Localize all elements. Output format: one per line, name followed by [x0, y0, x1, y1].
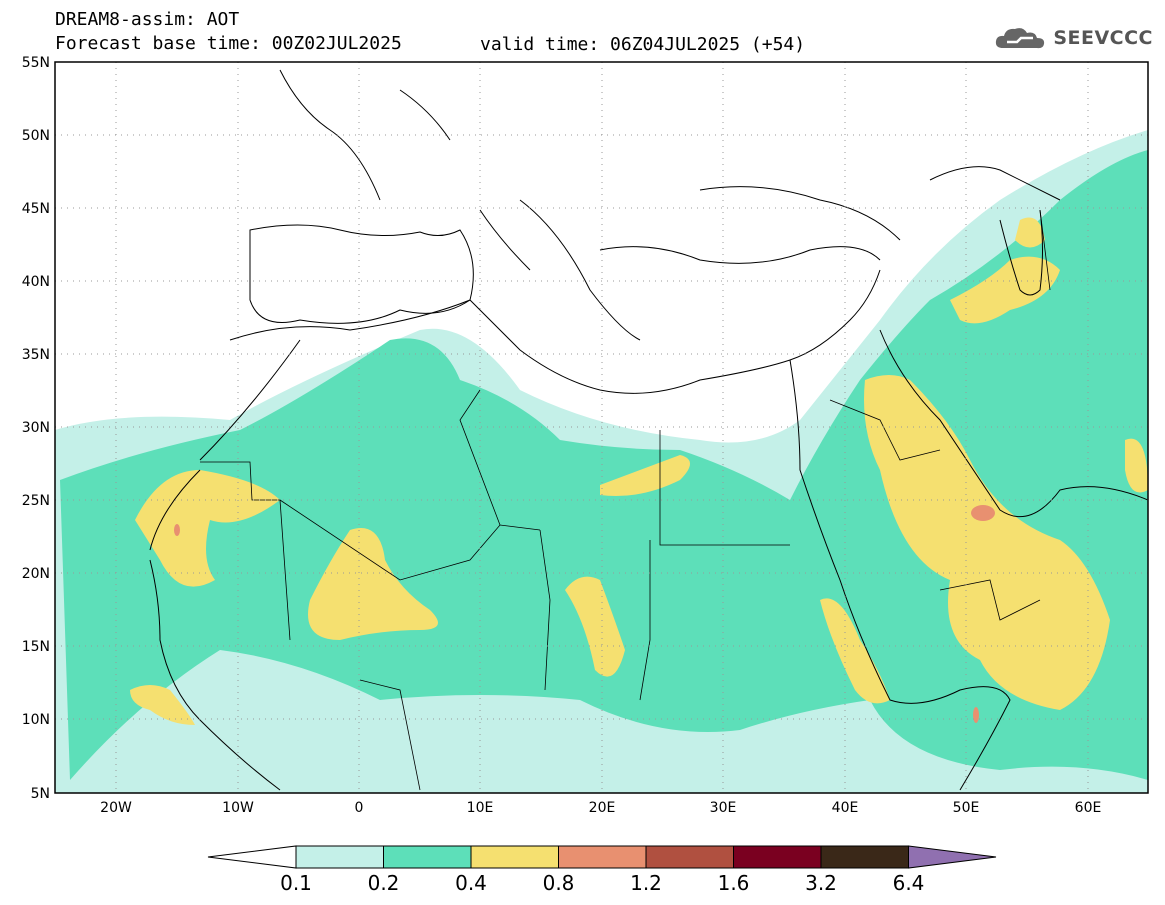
colorbar-label: 1.6	[718, 871, 750, 895]
lat-label: 15N	[22, 639, 50, 655]
seevccc-logo: SEEVCCC	[993, 24, 1153, 52]
lon-label: 30E	[710, 800, 737, 816]
map-title: DREAM8-assim: AOT	[55, 9, 240, 30]
lon-label: 0	[355, 800, 364, 816]
aot-field	[55, 62, 1148, 793]
colorbar-label: 3.2	[805, 871, 837, 895]
aot-contour-0.4	[130, 217, 1148, 725]
colorbar	[207, 845, 997, 869]
lat-label: 45N	[22, 201, 50, 217]
lat-label: 20N	[22, 566, 50, 582]
colorbar-under	[207, 845, 297, 869]
lon-label: 20W	[100, 800, 132, 816]
colorbar-label: 0.2	[368, 871, 400, 895]
lon-label: 60E	[1075, 800, 1102, 816]
lon-label: 10W	[222, 800, 254, 816]
colorbar-swatch	[470, 845, 559, 869]
colorbar-label: 0.1	[280, 871, 312, 895]
lon-label: 50E	[953, 800, 980, 816]
lat-label: 40N	[22, 274, 50, 290]
colorbar-swatch	[295, 845, 384, 869]
lon-label: 40E	[832, 800, 859, 816]
coastlines	[149, 69, 1148, 791]
aot-contour-0.8	[174, 505, 995, 723]
colorbar-label: 6.4	[893, 871, 925, 895]
colorbar-label: 0.8	[543, 871, 575, 895]
valid-time: valid time: 06Z04JUL2025 (+54)	[480, 34, 806, 55]
colorbar-swatch	[558, 845, 647, 869]
forecast-base-time: Forecast base time: 00Z02JUL2025	[55, 33, 402, 54]
lon-label: 10E	[467, 800, 494, 816]
lat-label: 50N	[22, 128, 50, 144]
lat-label: 25N	[22, 493, 50, 509]
lat-label: 35N	[22, 347, 50, 363]
colorbar-label: 0.4	[455, 871, 487, 895]
colorbar-swatch	[645, 845, 734, 869]
map-frame	[54, 61, 1149, 794]
lat-label: 5N	[31, 786, 50, 802]
colorbar-label: 1.2	[630, 871, 662, 895]
lat-label: 55N	[22, 55, 50, 71]
colorbar-swatch	[383, 845, 472, 869]
graticule	[55, 62, 1148, 793]
colorbar-over	[908, 845, 997, 869]
cloud-icon	[996, 28, 1045, 49]
colorbar-swatch	[820, 845, 909, 869]
lat-label: 30N	[22, 420, 50, 436]
lon-label: 20E	[589, 800, 616, 816]
logo-text: SEEVCCC	[1053, 27, 1153, 49]
colorbar-swatch	[733, 845, 822, 869]
lat-label: 10N	[22, 712, 50, 728]
